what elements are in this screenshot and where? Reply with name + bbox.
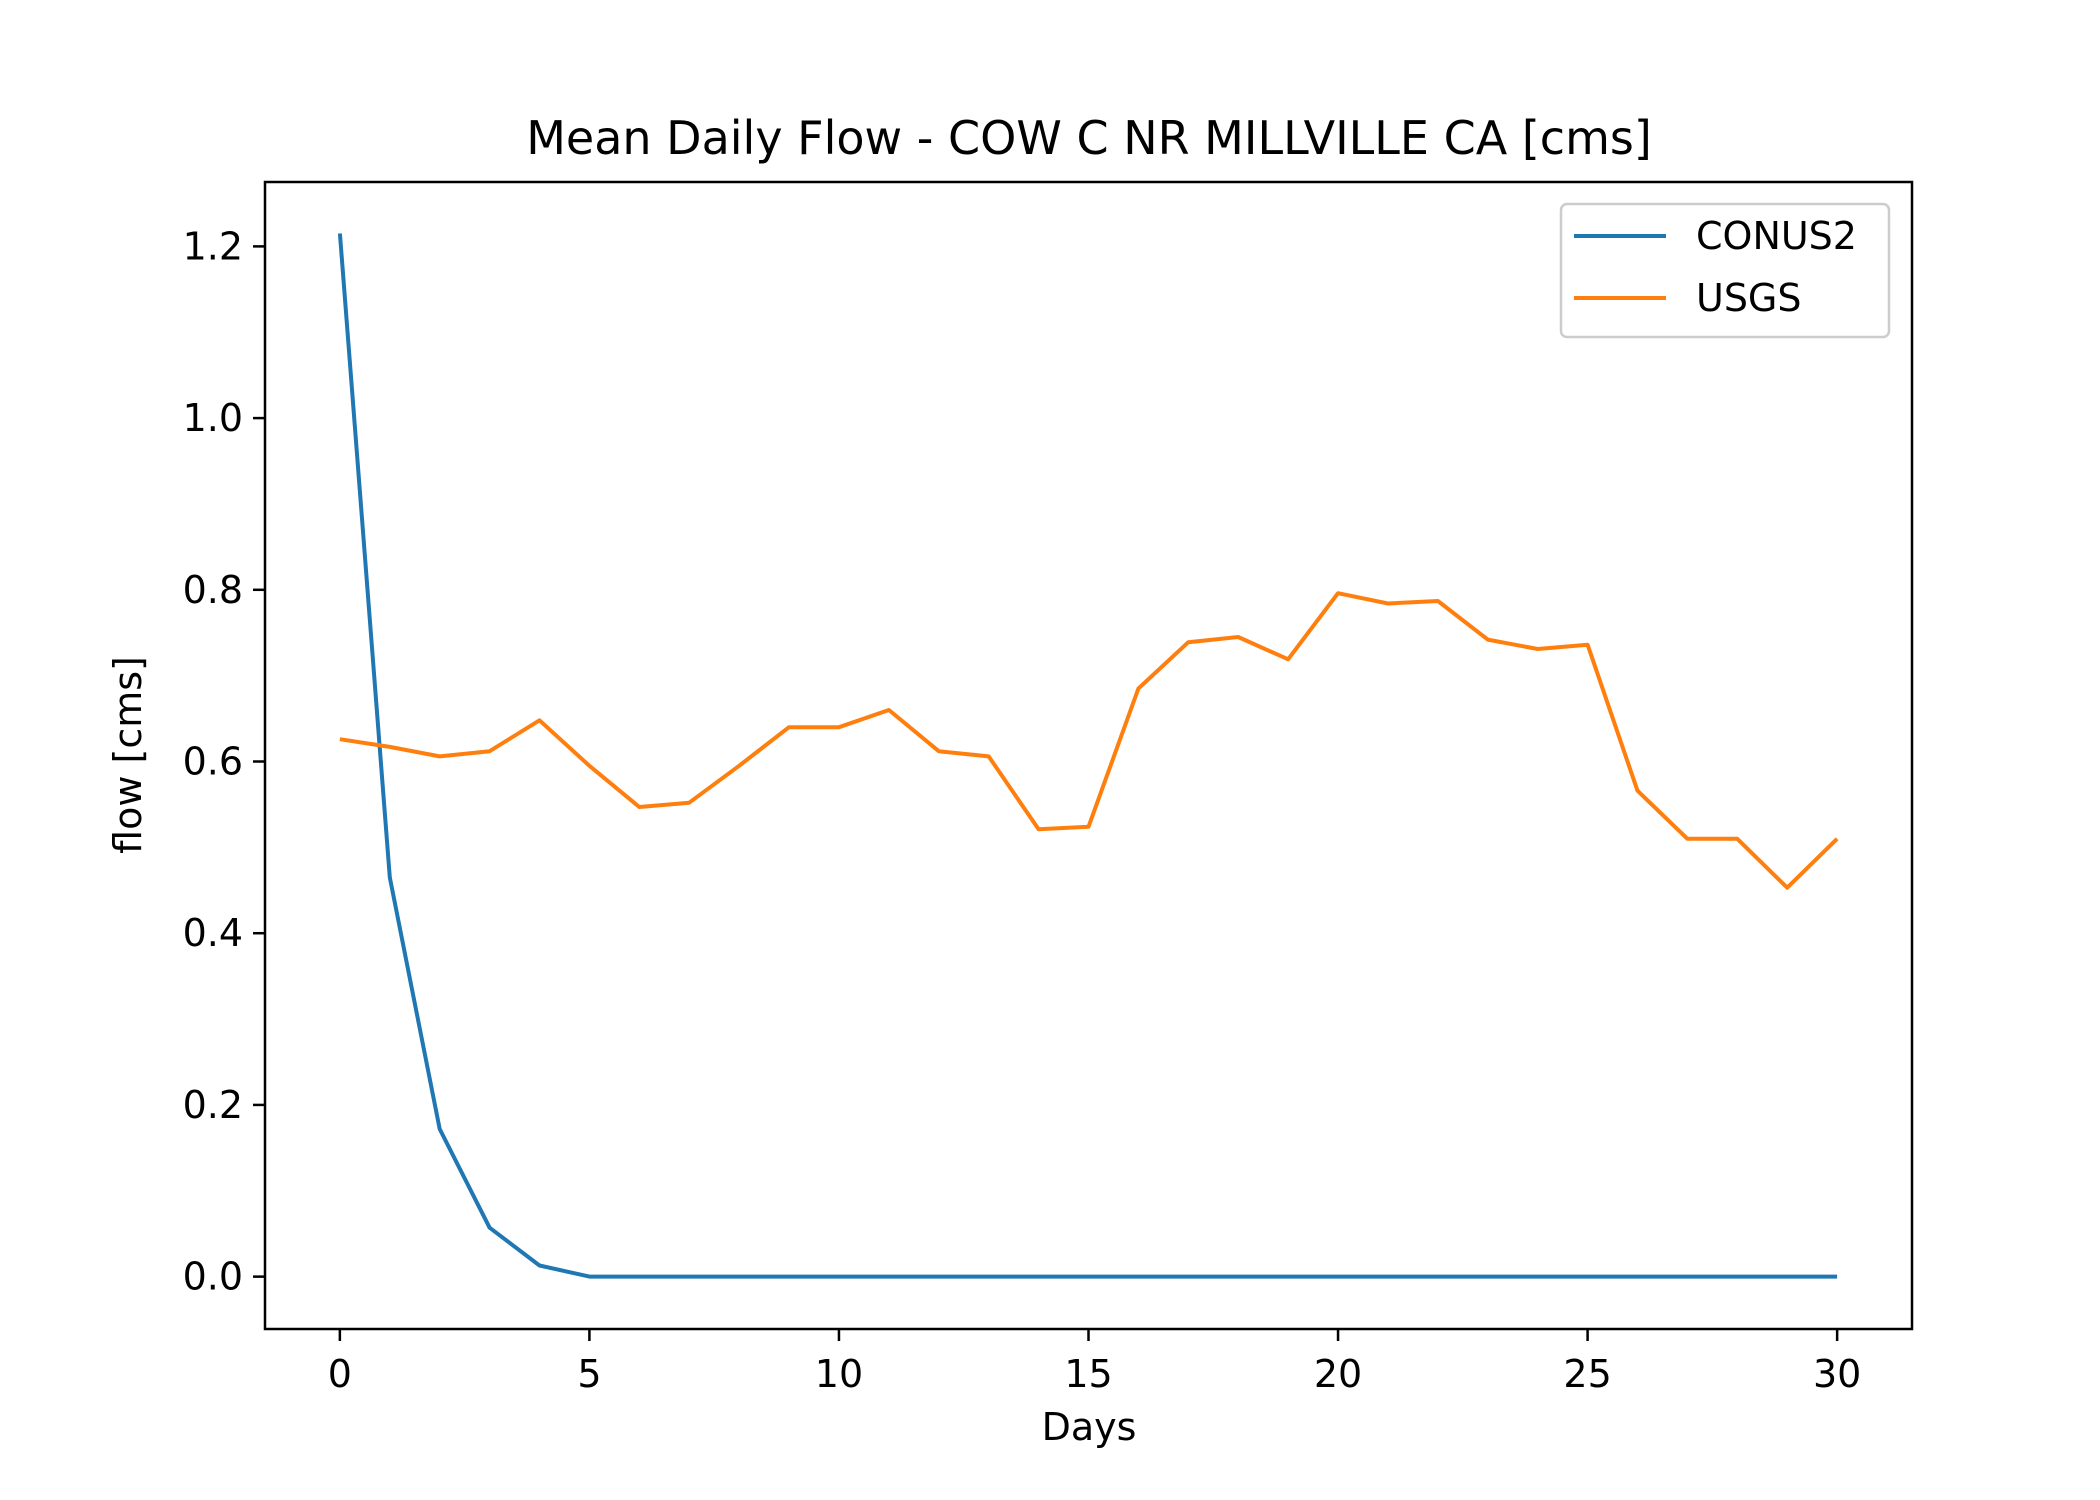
series-line-conus2	[337, 233, 1838, 1279]
legend: CONUS2 USGS	[1559, 202, 1891, 339]
series-line-usgs	[339, 591, 1839, 890]
y-axis-label: flow [cms]	[106, 656, 150, 854]
x-tick-label: 15	[1064, 1352, 1112, 1396]
y-tick-label: 1.0	[183, 396, 243, 440]
legend-label-usgs: USGS	[1696, 276, 1802, 320]
y-tick-label: 1.2	[183, 224, 243, 268]
y-tick-label: 0.4	[183, 911, 243, 955]
x-axis-ticks: 0 5 10 15 20 25 30	[328, 1329, 1861, 1396]
y-tick-label: 0.0	[183, 1255, 243, 1299]
y-tick-label: 0.8	[183, 568, 243, 612]
y-axis-ticks: 0.0 0.2 0.4 0.6 0.8 1.0 1.2	[183, 224, 265, 1299]
x-tick-label: 25	[1563, 1352, 1611, 1396]
chart-title: Mean Daily Flow - COW C NR MILLVILLE CA …	[526, 111, 1652, 165]
x-axis-label: Days	[1042, 1405, 1137, 1449]
y-tick-label: 0.6	[183, 740, 243, 784]
x-tick-label: 5	[577, 1352, 601, 1396]
plot-frame	[263, 180, 1914, 1331]
y-tick-label: 0.2	[183, 1083, 243, 1127]
x-tick-label: 20	[1314, 1352, 1362, 1396]
x-tick-label: 0	[328, 1352, 352, 1396]
x-tick-label: 30	[1813, 1352, 1861, 1396]
x-tick-label: 10	[815, 1352, 863, 1396]
series-lines	[337, 233, 1839, 1279]
legend-label-conus2: CONUS2	[1696, 214, 1857, 258]
